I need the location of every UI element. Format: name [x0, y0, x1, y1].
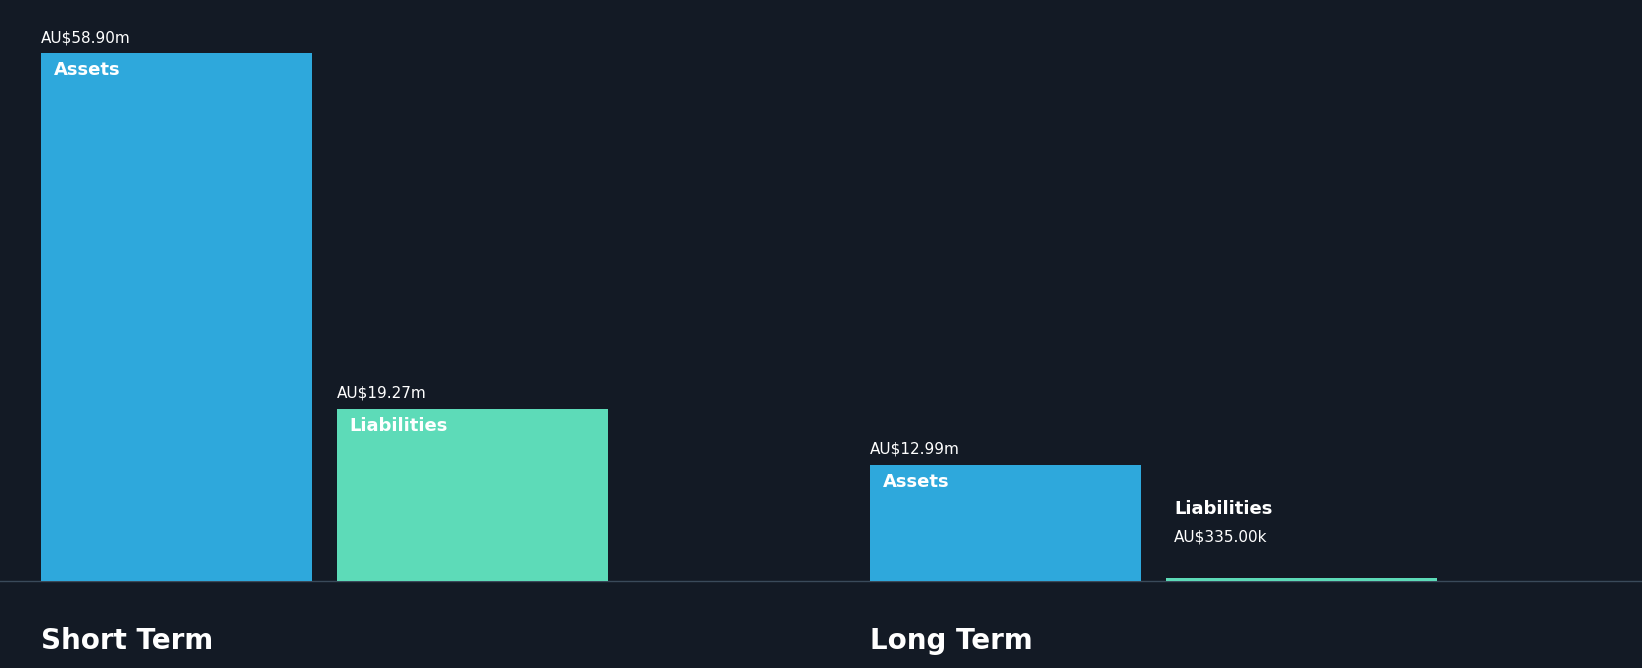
Text: AU$335.00k: AU$335.00k	[1174, 530, 1268, 545]
Text: Assets: Assets	[883, 473, 951, 491]
Bar	[1166, 578, 1437, 581]
Bar	[337, 409, 608, 581]
Text: Liabilities: Liabilities	[350, 417, 448, 434]
Text: Liabilities: Liabilities	[1174, 500, 1273, 518]
Text: AU$19.27m: AU$19.27m	[337, 385, 427, 401]
Bar	[870, 465, 1141, 581]
Text: AU$58.90m: AU$58.90m	[41, 31, 131, 45]
Text: Long Term: Long Term	[870, 627, 1033, 655]
Bar	[41, 53, 312, 581]
Text: Short Term: Short Term	[41, 627, 213, 655]
Text: AU$12.99m: AU$12.99m	[870, 442, 961, 457]
Text: Assets: Assets	[54, 61, 122, 79]
